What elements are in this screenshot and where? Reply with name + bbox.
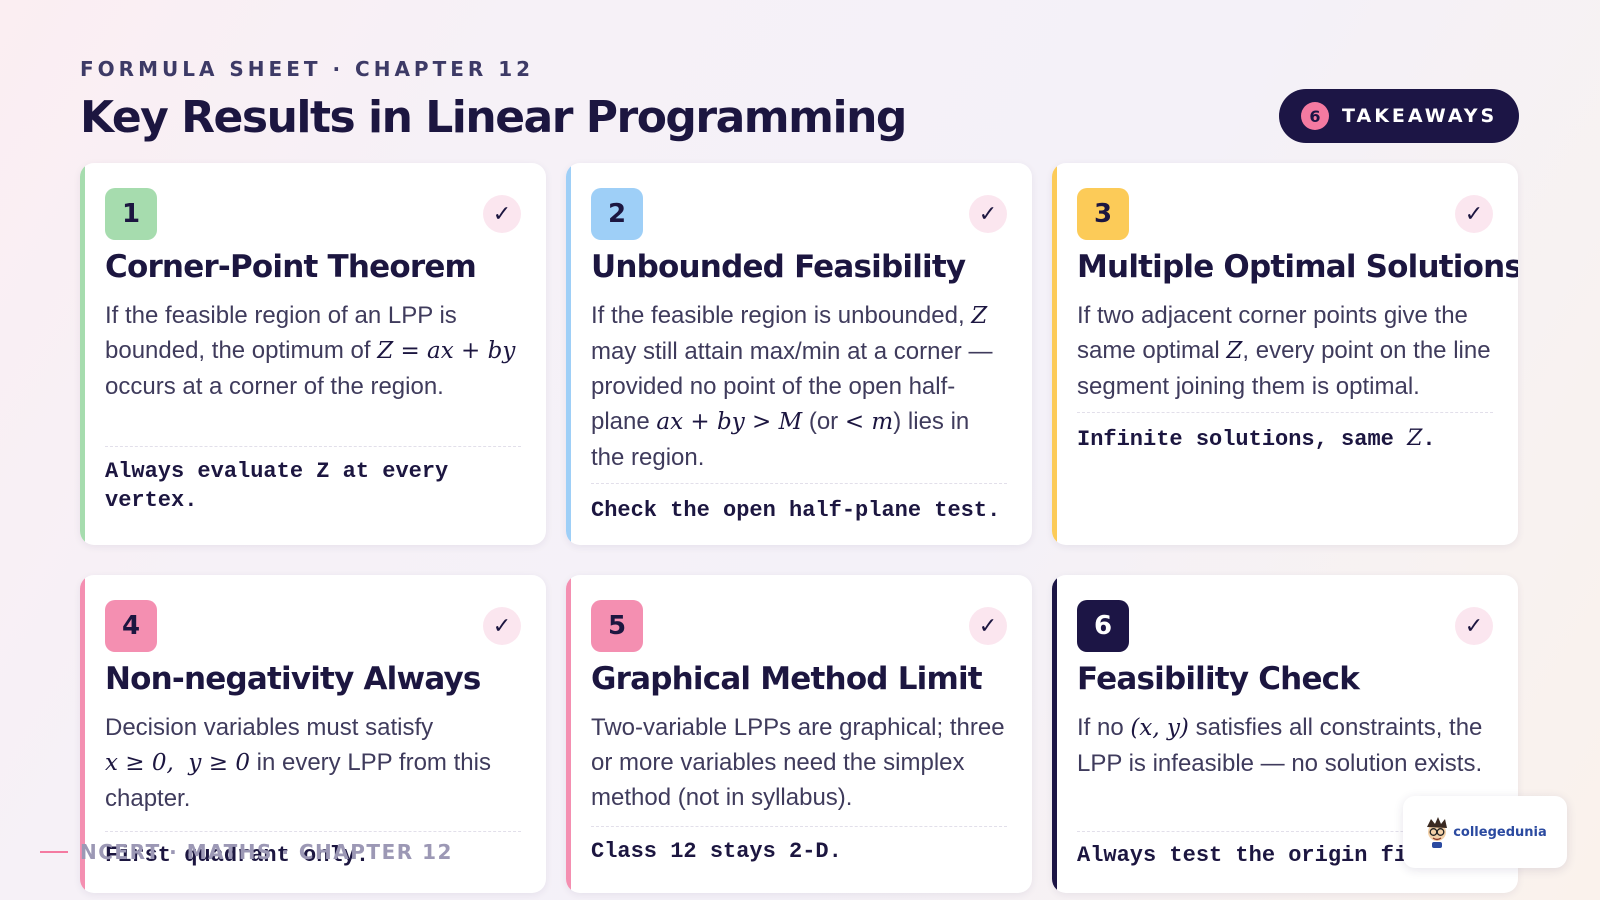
check-icon: ✓ bbox=[483, 195, 521, 233]
card-divider bbox=[105, 831, 521, 832]
math-expression: Z = ax + by bbox=[377, 338, 516, 364]
card-non-negativity-always: 4 ✓ Non-negativity Always Decision varia… bbox=[80, 575, 546, 893]
takeaways-badge: 6 TAKEAWAYS bbox=[1279, 89, 1519, 143]
check-icon: ✓ bbox=[1455, 607, 1493, 645]
brand-logo[interactable]: collegedunia bbox=[1403, 796, 1567, 868]
card-accent-bar bbox=[566, 163, 571, 545]
card-title: Non-negativity Always bbox=[105, 661, 481, 697]
card-number: 6 bbox=[1077, 600, 1129, 652]
badge-label: TAKEAWAYS bbox=[1342, 105, 1498, 127]
eyebrow: FORMULA SHEET · CHAPTER 12 bbox=[80, 57, 535, 81]
footer: NCERT · MATHS · CHAPTER 12 bbox=[40, 840, 453, 864]
page-title: Key Results in Linear Programming bbox=[80, 92, 907, 143]
check-icon: ✓ bbox=[483, 607, 521, 645]
card-accent-bar bbox=[1052, 575, 1057, 893]
card-title: Feasibility Check bbox=[1077, 661, 1360, 697]
card-title: Corner-Point Theorem bbox=[105, 249, 477, 285]
card-body: If two adjacent corner points give the s… bbox=[1077, 302, 1491, 400]
card-corner-point-theorem: 1 ✓ Corner-Point Theorem If the feasible… bbox=[80, 163, 546, 545]
check-icon: ✓ bbox=[969, 195, 1007, 233]
card-note: Always test the origin fi bbox=[1077, 843, 1408, 868]
card-body: Decision variables must satisfy x ≥ 0, y… bbox=[105, 714, 491, 812]
card-body: If the feasible region is unbounded, Z m… bbox=[591, 302, 993, 471]
card-divider bbox=[1077, 412, 1493, 413]
card-divider bbox=[591, 826, 1007, 827]
card-title: Graphical Method Limit bbox=[591, 661, 983, 697]
card-multiple-optimal-solutions: 3 ✓ Multiple Optimal Solutions If two ad… bbox=[1052, 163, 1518, 545]
card-number: 1 bbox=[105, 188, 157, 240]
card-number: 3 bbox=[1077, 188, 1129, 240]
math-expression: x ≥ 0, y ≥ 0 bbox=[105, 750, 250, 776]
mascot-icon bbox=[1427, 817, 1448, 848]
card-note: Always evaluate Z at every vertex. bbox=[105, 459, 462, 513]
footer-line bbox=[40, 851, 68, 853]
card-divider bbox=[105, 446, 521, 447]
math-expression: < m bbox=[844, 409, 894, 435]
math-expression: Z bbox=[971, 303, 988, 329]
card-note: First quadrant only. bbox=[105, 843, 370, 868]
card-body: If the feasible region of an LPP is boun… bbox=[105, 302, 516, 400]
math-expression: Z bbox=[1226, 338, 1243, 364]
card-divider bbox=[1077, 831, 1493, 832]
card-divider bbox=[591, 483, 1007, 484]
footer-text: NCERT · MATHS · CHAPTER 12 bbox=[80, 840, 453, 864]
badge-count: 6 bbox=[1301, 102, 1329, 130]
card-note: Class 12 stays 2-D. bbox=[591, 839, 842, 864]
card-unbounded-feasibility: 2 ✓ Unbounded Feasibility If the feasibl… bbox=[566, 163, 1032, 545]
card-note: Infinite solutions, same Z. bbox=[1077, 426, 1436, 452]
card-body: Two-variable LPPs are graphical; three o… bbox=[591, 714, 1005, 811]
check-icon: ✓ bbox=[1455, 195, 1493, 233]
card-accent-bar bbox=[566, 575, 571, 893]
check-icon: ✓ bbox=[969, 607, 1007, 645]
card-note: Check the open half-plane test. bbox=[591, 498, 1001, 523]
card-title: Unbounded Feasibility bbox=[591, 249, 966, 285]
math-expression: Z bbox=[1407, 426, 1423, 451]
card-accent-bar bbox=[1052, 163, 1057, 545]
card-number: 4 bbox=[105, 600, 157, 652]
card-accent-bar bbox=[80, 575, 85, 893]
card-body: If no (x, y) satisfies all constraints, … bbox=[1077, 714, 1483, 777]
card-title: Multiple Optimal Solutions bbox=[1077, 249, 1518, 285]
card-number: 2 bbox=[591, 188, 643, 240]
card-number: 5 bbox=[591, 600, 643, 652]
math-expression: ax + by > M bbox=[656, 409, 803, 435]
card-graphical-method-limit: 5 ✓ Graphical Method Limit Two-variable … bbox=[566, 575, 1032, 893]
math-expression: (x, y) bbox=[1130, 715, 1189, 741]
card-accent-bar bbox=[80, 163, 85, 545]
brand-name: collegedunia bbox=[1453, 824, 1547, 840]
